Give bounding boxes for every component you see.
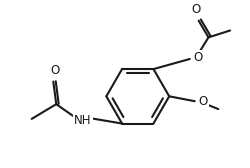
Text: O: O xyxy=(51,64,60,77)
Text: O: O xyxy=(199,95,208,108)
Text: O: O xyxy=(191,3,200,16)
Text: O: O xyxy=(194,52,203,65)
Text: NH: NH xyxy=(74,114,92,127)
